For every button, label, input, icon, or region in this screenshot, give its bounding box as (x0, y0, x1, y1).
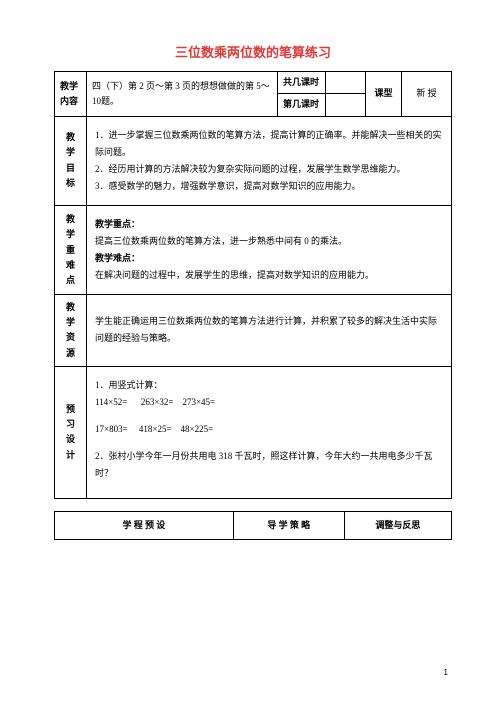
resource-content: 学生能正确运用三位数乘两位数的笔算方法进行计算，并积累了较多的解决生活中实际问题… (87, 295, 452, 366)
focus-h1: 教学重点： (95, 216, 443, 233)
col-adjust: 调整与反思 (344, 512, 451, 540)
content-text: 四（下）第 2 页～第 3 页的想想做做的第 5～10题。 (87, 72, 278, 117)
label-preview: 预习设计 (55, 366, 87, 498)
preview-content: 1．用竖式计算： 114×52= 263×32= 273×45= 17×803=… (87, 366, 452, 498)
label-resource: 教学资源 (55, 295, 87, 366)
label-goal: 教学目标 (55, 116, 87, 205)
preview-l3: 17×803= 418×25= 48×225= (95, 421, 443, 438)
focus-t2: 在解决问题的过程中，发展学生的思维，提高对数学知识的应用能力。 (95, 267, 443, 284)
goal-line2: 2．经历用计算的方法解决较为复杂实际问题的过程，发展学生数学思维能力。 (95, 161, 443, 178)
col-process: 学 程 预 设 (55, 512, 234, 540)
spacer (95, 482, 443, 488)
label-focus: 教学重难点 (55, 205, 87, 294)
preview-l2: 114×52= 263×32= 273×45= (95, 394, 443, 411)
spacer (95, 438, 443, 448)
goal-line3: 3．感受数学的魅力，增强数学意识，提高对数学知识的应用能力。 (95, 178, 443, 195)
main-table: 教学内容 四（下）第 2 页～第 3 页的想想做做的第 5～10题。 共几课时 … (54, 71, 452, 499)
footer-table: 学 程 预 设 导 学 策 略 调整与反思 (54, 511, 452, 540)
label-content: 教学内容 (55, 72, 87, 117)
class-type-value: 新 授 (402, 72, 452, 117)
label-total-periods: 共几课时 (278, 72, 326, 94)
which-period-value (326, 94, 366, 116)
preview-l1: 1．用竖式计算： (95, 377, 443, 394)
label-class-type: 课型 (366, 72, 402, 117)
goal-content: 1．进一步掌握三位数乘两位数的笔算方法，提高计算的正确率。并能解决一些相关的实际… (87, 116, 452, 205)
spacer (95, 411, 443, 421)
focus-h2: 教学难点： (95, 250, 443, 267)
label-which-period: 第几课时 (278, 94, 326, 116)
focus-content: 教学重点： 提高三位数乘两位数的笔算方法，进一步熟悉中间有 0 的乘法。 教学难… (87, 205, 452, 294)
total-periods-value (326, 72, 366, 94)
preview-l4: 2．张村小学今年一月份共用电 318 千瓦时，照这样计算，今年大约一共用电多少千… (95, 448, 443, 482)
focus-t1: 提高三位数乘两位数的笔算方法，进一步熟悉中间有 0 的乘法。 (95, 233, 443, 250)
col-strategy: 导 学 策 略 (233, 512, 344, 540)
resource-text: 学生能正确运用三位数乘两位数的笔算方法进行计算，并积累了较多的解决生活中实际问题… (95, 313, 443, 347)
page-title: 三位数乘两位数的笔算练习 (54, 42, 452, 61)
page-number: 1 (444, 668, 448, 677)
goal-line1: 1．进一步掌握三位数乘两位数的笔算方法，提高计算的正确率。并能解决一些相关的实际… (95, 127, 443, 161)
